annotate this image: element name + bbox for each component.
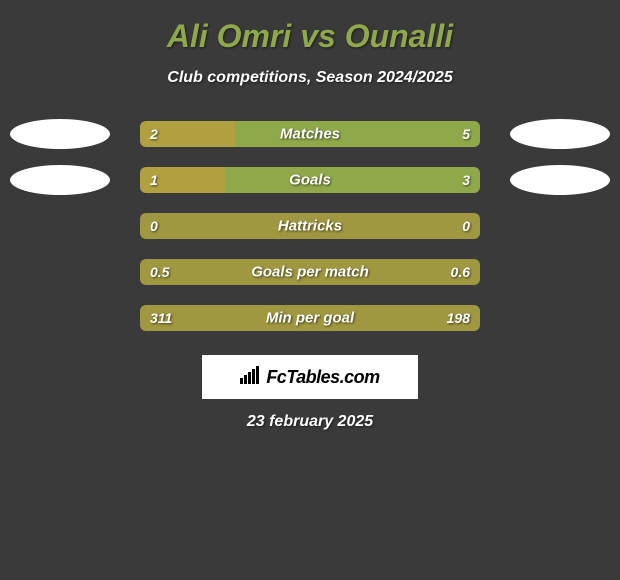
stat-row: Min per goal311198 [0,295,620,341]
stat-bar-left [140,121,235,147]
brand-box[interactable]: FcTables.com [202,355,418,399]
stat-bar: Matches25 [140,121,480,147]
stat-bar-right [235,121,480,147]
stat-bar-right [225,167,480,193]
stat-row: Goals13 [0,157,620,203]
stat-bar: Goals per match0.50.6 [140,259,480,285]
player-left-ellipse [10,165,110,195]
stat-bar-left [140,305,480,331]
player-right-ellipse [510,165,610,195]
stat-bar: Hattricks00 [140,213,480,239]
page-title: Ali Omri vs Ounalli [0,18,620,55]
chart-bars-icon [240,366,262,389]
stat-row: Matches25 [0,111,620,157]
stat-bar-left [140,167,225,193]
player-right-ellipse [510,119,610,149]
footer-date: 23 february 2025 [0,413,620,431]
main-container: Ali Omri vs Ounalli Club competitions, S… [0,0,620,441]
stat-bar: Min per goal311198 [140,305,480,331]
stat-row: Hattricks00 [0,203,620,249]
player-left-ellipse [10,119,110,149]
stats-section: Matches25 Goals13 Hattricks00 Goals per mat… [0,111,620,341]
stat-bar-left [140,259,480,285]
brand-label: FcTables.com [266,367,379,388]
stat-bar: Goals13 [140,167,480,193]
stat-row: Goals per match0.50.6 [0,249,620,295]
page-subtitle: Club competitions, Season 2024/2025 [0,69,620,87]
stat-bar-left [140,213,480,239]
